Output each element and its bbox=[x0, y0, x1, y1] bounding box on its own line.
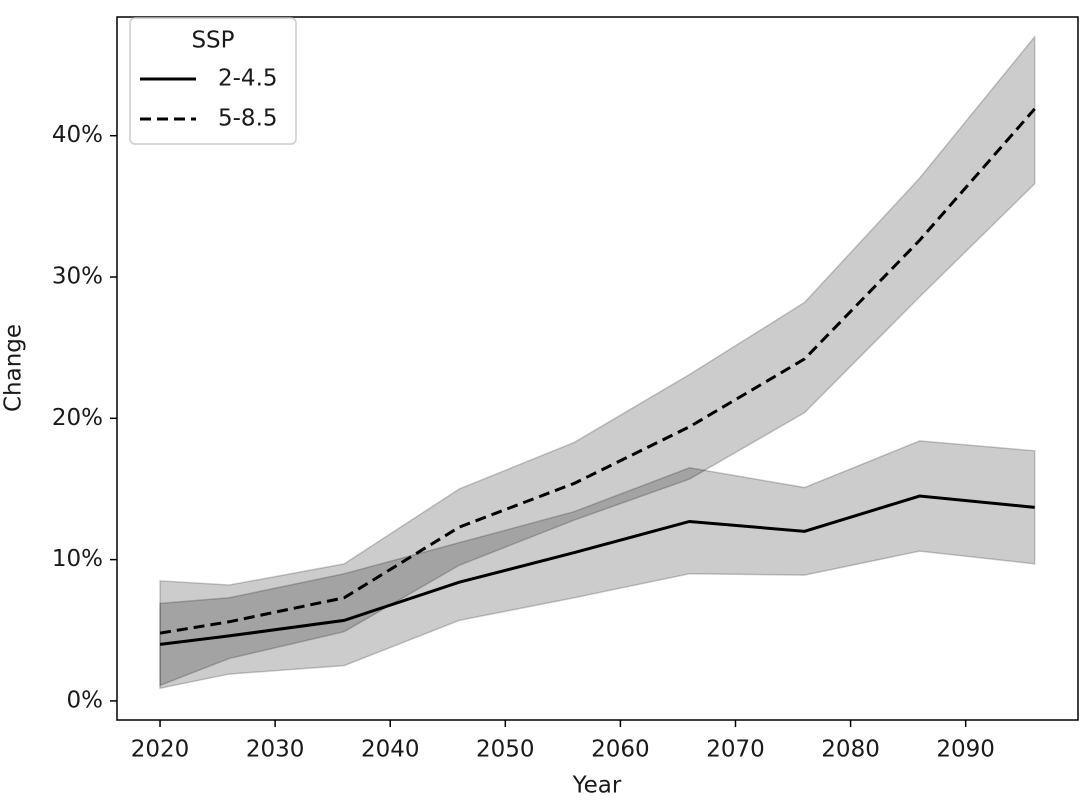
x-tick-label: 2090 bbox=[936, 737, 995, 763]
legend-label: 5-8.5 bbox=[218, 106, 278, 132]
y-tick-label: 30% bbox=[52, 264, 103, 290]
confidence-band bbox=[159, 440, 1036, 690]
x-tick-label: 2060 bbox=[591, 737, 650, 763]
y-tick-label: 40% bbox=[52, 122, 103, 148]
legend-label: 2-4.5 bbox=[218, 66, 278, 92]
legend: SSP 2-4.5 5-8.5 bbox=[129, 17, 297, 145]
confidence-band bbox=[159, 34, 1036, 687]
x-tick-label: 2050 bbox=[476, 737, 535, 763]
x-tick-label: 2080 bbox=[821, 737, 880, 763]
plot-frame bbox=[116, 16, 1079, 721]
x-tick-label: 2020 bbox=[131, 737, 190, 763]
x-tick-label: 2030 bbox=[246, 737, 305, 763]
x-tick-label: 2070 bbox=[706, 737, 765, 763]
y-tick-label: 0% bbox=[67, 687, 104, 713]
x-axis-label: Year bbox=[572, 773, 622, 799]
series-line bbox=[159, 494, 1035, 646]
y-tick-label: 10% bbox=[52, 546, 103, 572]
series-line bbox=[159, 107, 1036, 635]
x-tick-label: 2040 bbox=[361, 737, 420, 763]
legend-box bbox=[129, 17, 297, 145]
y-tick-label: 20% bbox=[52, 405, 103, 431]
legend-title: SSP bbox=[191, 28, 234, 54]
y-axis-label: Change bbox=[1, 324, 27, 412]
